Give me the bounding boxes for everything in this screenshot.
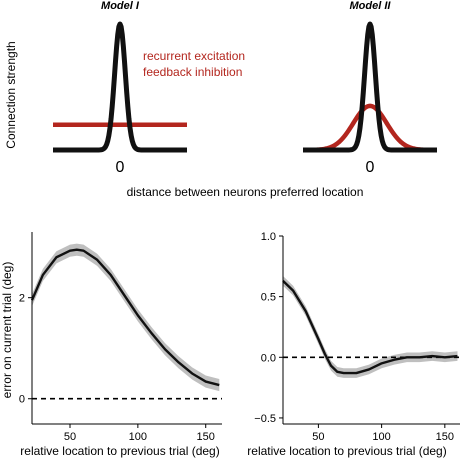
model-ii-inhibition-curve (301, 103, 439, 153)
distance-xlabel: distance between neurons preferred locat… (127, 185, 364, 199)
legend-recurrent-excitation: recurrent excitation (143, 49, 245, 63)
br-xlabel: relative location to previous trial (deg… (247, 444, 446, 458)
br-xtick-label: 150 (436, 431, 454, 443)
model-i-title: Model I (101, 0, 140, 12)
bl-xlabel: relative location to previous trial (deg… (20, 444, 219, 458)
bl-xtick-label: 150 (197, 431, 215, 443)
connection-strength-ylabel: Connection strength (4, 41, 18, 148)
bl-mean-line (30, 248, 220, 387)
model-ii-title: Model II (350, 0, 392, 12)
model-i-excitation-curve (51, 21, 189, 153)
bl-xtick-label: 100 (129, 431, 147, 443)
br-ytick-label: 0.5 (261, 292, 276, 304)
bl-ytick-label: 2 (19, 293, 25, 305)
bl-xtick-label: 50 (64, 431, 76, 443)
br-ytick-label: 1.0 (261, 231, 276, 243)
legend-feedback-inhibition: feedback inhibition (143, 65, 242, 79)
bl-ylabel: error on current trial (deg) (0, 262, 14, 399)
model-ii-curves (301, 21, 439, 153)
bottom-left-plot: 50 100 150 0 2 relative location to previous… (0, 232, 222, 458)
br-error-band (283, 276, 458, 378)
br-xtick-label: 50 (312, 431, 324, 443)
br-mean-line (282, 280, 458, 375)
bottom-right-plot: 50 100 150 −0.5 0.0 0.5 1.0 relative location … (247, 231, 460, 458)
model-ii-zero-tick: 0 (366, 159, 375, 176)
model-ii-panel: Model II 0 (301, 0, 439, 176)
model-ii-excitation-curve (301, 21, 439, 153)
bl-error-band (32, 243, 220, 392)
br-xtick-label: 100 (372, 431, 390, 443)
model-i-zero-tick: 0 (116, 159, 125, 176)
br-ytick-label: −0.5 (254, 413, 276, 425)
model-i-curves (51, 21, 189, 153)
model-i-panel: Model I Connection strength recurrent ex… (4, 0, 245, 176)
bl-ytick-label: 0 (19, 394, 25, 406)
br-ytick-label: 0.0 (261, 352, 276, 364)
